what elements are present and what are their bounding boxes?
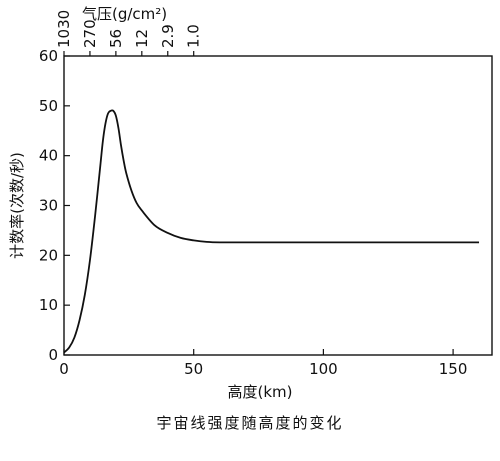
y-tick-label: 30 xyxy=(39,197,58,215)
top-tick-label: 270 xyxy=(81,19,99,48)
top-tick-label: 12 xyxy=(133,29,151,48)
x-axis-ticks: 0 50 100 150 xyxy=(59,349,467,378)
y-axis-label: 计数率(次数/秒) xyxy=(8,152,26,259)
y-axis-ticks: 0 10 20 30 40 50 60 xyxy=(39,47,70,364)
figure-caption: 宇宙线强度随高度的变化 xyxy=(156,414,344,432)
x-tick-label: 150 xyxy=(439,360,468,378)
x-tick-label: 100 xyxy=(309,360,338,378)
x-tick-label: 50 xyxy=(184,360,203,378)
plot-frame xyxy=(63,55,493,356)
y-tick-label: 40 xyxy=(39,147,58,165)
top-axis-label: 气压(g/cm²) xyxy=(82,5,167,23)
top-tick-label: 2.9 xyxy=(159,24,177,48)
count-rate-line xyxy=(63,109,480,354)
top-tick-label: 1030 xyxy=(55,10,73,48)
x-tick-label: 0 xyxy=(59,360,69,378)
y-tick-label: 50 xyxy=(39,97,58,115)
y-tick-label: 0 xyxy=(48,346,58,364)
top-tick-label: 1.0 xyxy=(185,24,203,48)
top-axis-ticks: 1030 270 56 12 2.9 1.0 xyxy=(55,10,203,56)
y-tick-label: 20 xyxy=(39,246,58,264)
top-tick-label: 56 xyxy=(107,29,125,48)
y-tick-label: 60 xyxy=(39,47,58,65)
x-axis-label: 高度(km) xyxy=(227,383,292,401)
y-tick-label: 10 xyxy=(39,296,58,314)
